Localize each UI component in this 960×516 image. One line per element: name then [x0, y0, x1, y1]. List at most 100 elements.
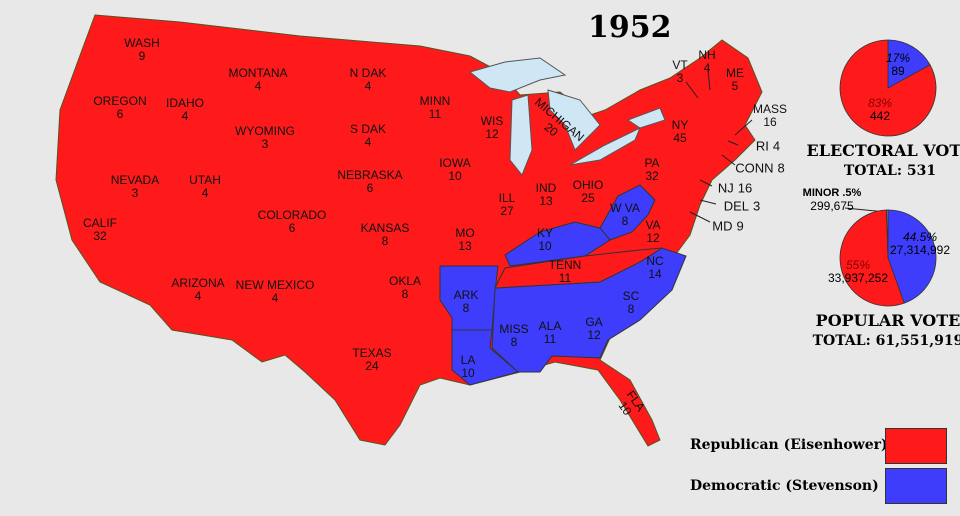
state-electoral-votes: 27 — [500, 204, 514, 218]
state-electoral-votes: 25 — [581, 191, 595, 205]
state-name: NY — [671, 118, 689, 132]
state-name: N DAK — [349, 66, 387, 80]
state-electoral-votes: 45 — [673, 131, 687, 145]
state-name: LA — [460, 353, 476, 367]
state-label: ILL 27 — [499, 192, 516, 218]
state-electoral-votes: 4 — [201, 186, 209, 200]
state-name: TEXAS — [352, 346, 392, 360]
state-label: CONN 8 — [735, 162, 785, 175]
state-name: RI — [755, 138, 769, 154]
state-label: WYOMING 3 — [235, 125, 295, 151]
state-electoral-votes: 8 — [381, 234, 389, 248]
state-name: GA — [585, 315, 603, 329]
state-electoral-votes: 13 — [539, 194, 553, 208]
lake-superior — [468, 57, 567, 93]
state-label: VT 3 — [672, 59, 687, 85]
state-electoral-votes: 8 — [621, 214, 629, 228]
state-label: OHIO 25 — [573, 179, 604, 205]
state-electoral-votes: 10 — [448, 169, 462, 183]
state-electoral-votes: 3 — [676, 71, 684, 85]
state-electoral-votes: 32 — [645, 169, 659, 183]
electoral-dem-label: 17% 89 — [885, 51, 911, 78]
state-name: WASH — [124, 36, 160, 50]
state-label: LA 10 — [461, 354, 476, 380]
state-label: OREGON 6 — [93, 95, 146, 121]
state-name: TENN — [548, 258, 582, 272]
legend-democratic-label: Democratic (Stevenson) — [690, 478, 879, 494]
state-name: IND — [535, 181, 557, 195]
state-label: COLORADO 6 — [258, 209, 327, 235]
popular-rep-label: 55% 33,937,252 — [827, 258, 889, 285]
state-name: W VA — [610, 201, 640, 215]
state-electoral-votes: 8 — [510, 335, 518, 349]
state-name: CONN — [735, 160, 774, 176]
legend-republican-swatch — [885, 428, 947, 464]
state-label: TEXAS 24 — [352, 347, 391, 373]
state-electoral-votes: 3 — [753, 198, 761, 214]
state-label: NEW MEXICO 4 — [236, 279, 315, 305]
popular-total: TOTAL: 61,551,919 — [812, 333, 960, 349]
state-name: MONTANA — [228, 66, 288, 80]
state-electoral-votes: 9 — [138, 49, 146, 63]
state-name: MASS — [752, 102, 788, 116]
state-electoral-votes: 13 — [458, 239, 472, 253]
electoral-rep-label: 83% 442 — [867, 96, 893, 123]
state-electoral-votes: 10 — [538, 239, 552, 253]
leader-lines — [685, 69, 887, 223]
state-electoral-votes: 4 — [194, 289, 202, 303]
state-name: OREGON — [93, 94, 147, 108]
state-name: DEL — [723, 198, 750, 214]
state-label: NH 4 — [698, 49, 715, 75]
state-electoral-votes: 11 — [428, 107, 442, 121]
state-label: MASS 16 — [753, 103, 787, 129]
state-label: WASH 9 — [124, 37, 160, 63]
state-name: VA — [645, 218, 661, 232]
state-electoral-votes: 4 — [364, 135, 372, 149]
state-label: MO 13 — [455, 227, 474, 253]
state-electoral-votes: 16 — [763, 115, 777, 129]
state-label: ARIZONA 4 — [171, 277, 224, 303]
state-name: S DAK — [349, 122, 387, 136]
state-electoral-votes: 12 — [485, 127, 499, 141]
state-label: MISS 8 — [499, 323, 528, 349]
electoral-rep-slice — [839, 39, 937, 137]
state-label: ME 5 — [726, 67, 744, 93]
state-electoral-votes: 4 — [254, 79, 262, 93]
state-name: UTAH — [189, 173, 221, 187]
state-electoral-votes: 8 — [627, 302, 635, 316]
lake-huron — [547, 89, 601, 151]
state-label: ALA 11 — [539, 320, 562, 346]
state-electoral-votes: 4 — [703, 61, 711, 75]
state-label: RI 4 — [756, 140, 780, 153]
state-shape-wva — [599, 184, 656, 241]
popular-minor-slice — [886, 209, 889, 259]
state-label: UTAH 4 — [189, 174, 221, 200]
state-electoral-votes: 6 — [288, 221, 296, 235]
state-label: MINN 11 — [420, 95, 451, 121]
state-label: NEBRASKA 6 — [337, 169, 402, 195]
state-label: PA 32 — [644, 157, 659, 183]
state-label: NC 14 — [646, 255, 663, 281]
state-electoral-votes: 3 — [261, 137, 269, 151]
popular-minor-label: MINOR .5% 299,675 — [802, 187, 862, 213]
state-name: MISS — [499, 322, 529, 336]
state-label: WIS 12 — [481, 115, 504, 141]
state-name: IDAHO — [165, 96, 205, 110]
state-electoral-votes: 4 — [271, 291, 279, 305]
popular-dem-label: 44.5% 27,314,992 — [889, 230, 951, 257]
state-name: NJ — [717, 180, 734, 196]
state-label: IND 13 — [536, 182, 557, 208]
state-name: NEBRASKA — [337, 168, 403, 182]
state-electoral-votes: 3 — [131, 186, 139, 200]
state-label: SC 8 — [623, 290, 640, 316]
state-name: NC — [646, 254, 664, 268]
map-title: 1952 — [588, 10, 672, 45]
state-label: N DAK 4 — [350, 67, 387, 93]
state-name: IOWA — [439, 156, 471, 170]
state-label: MD 9 — [712, 220, 743, 233]
lake-ontario — [626, 107, 666, 129]
state-electoral-votes: 4 — [181, 109, 189, 123]
state-label: DEL 3 — [724, 200, 761, 213]
